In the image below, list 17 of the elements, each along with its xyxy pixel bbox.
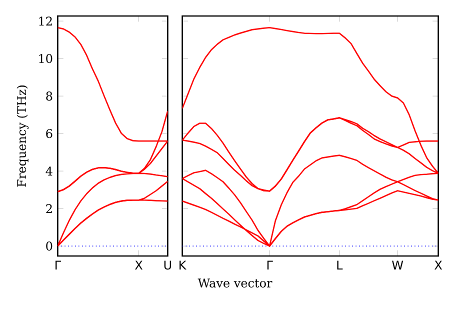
x-tick-label: Γ xyxy=(267,260,273,270)
y-tick-label: 8 xyxy=(46,92,52,101)
x-tick-label: U xyxy=(164,260,172,270)
x-tick-label: X xyxy=(434,260,442,270)
x-tick-label: L xyxy=(337,260,343,270)
x-tick-label: K xyxy=(180,260,186,270)
x-axis-title: Wave vector xyxy=(198,278,272,288)
x-tick-label: W xyxy=(392,260,404,270)
x-tick-label: Γ xyxy=(56,260,61,270)
y-tick-label: 0 xyxy=(46,242,52,251)
y-tick-label: 12 xyxy=(39,16,52,26)
y-tick-label: 4 xyxy=(46,166,52,176)
y-tick-label: 2 xyxy=(46,204,52,214)
y-tick-label: 10 xyxy=(39,54,52,64)
y-axis-title: Frequency (THz) xyxy=(16,86,29,187)
x-tick-label: X xyxy=(135,260,142,270)
y-tick-label: 6 xyxy=(46,129,52,138)
